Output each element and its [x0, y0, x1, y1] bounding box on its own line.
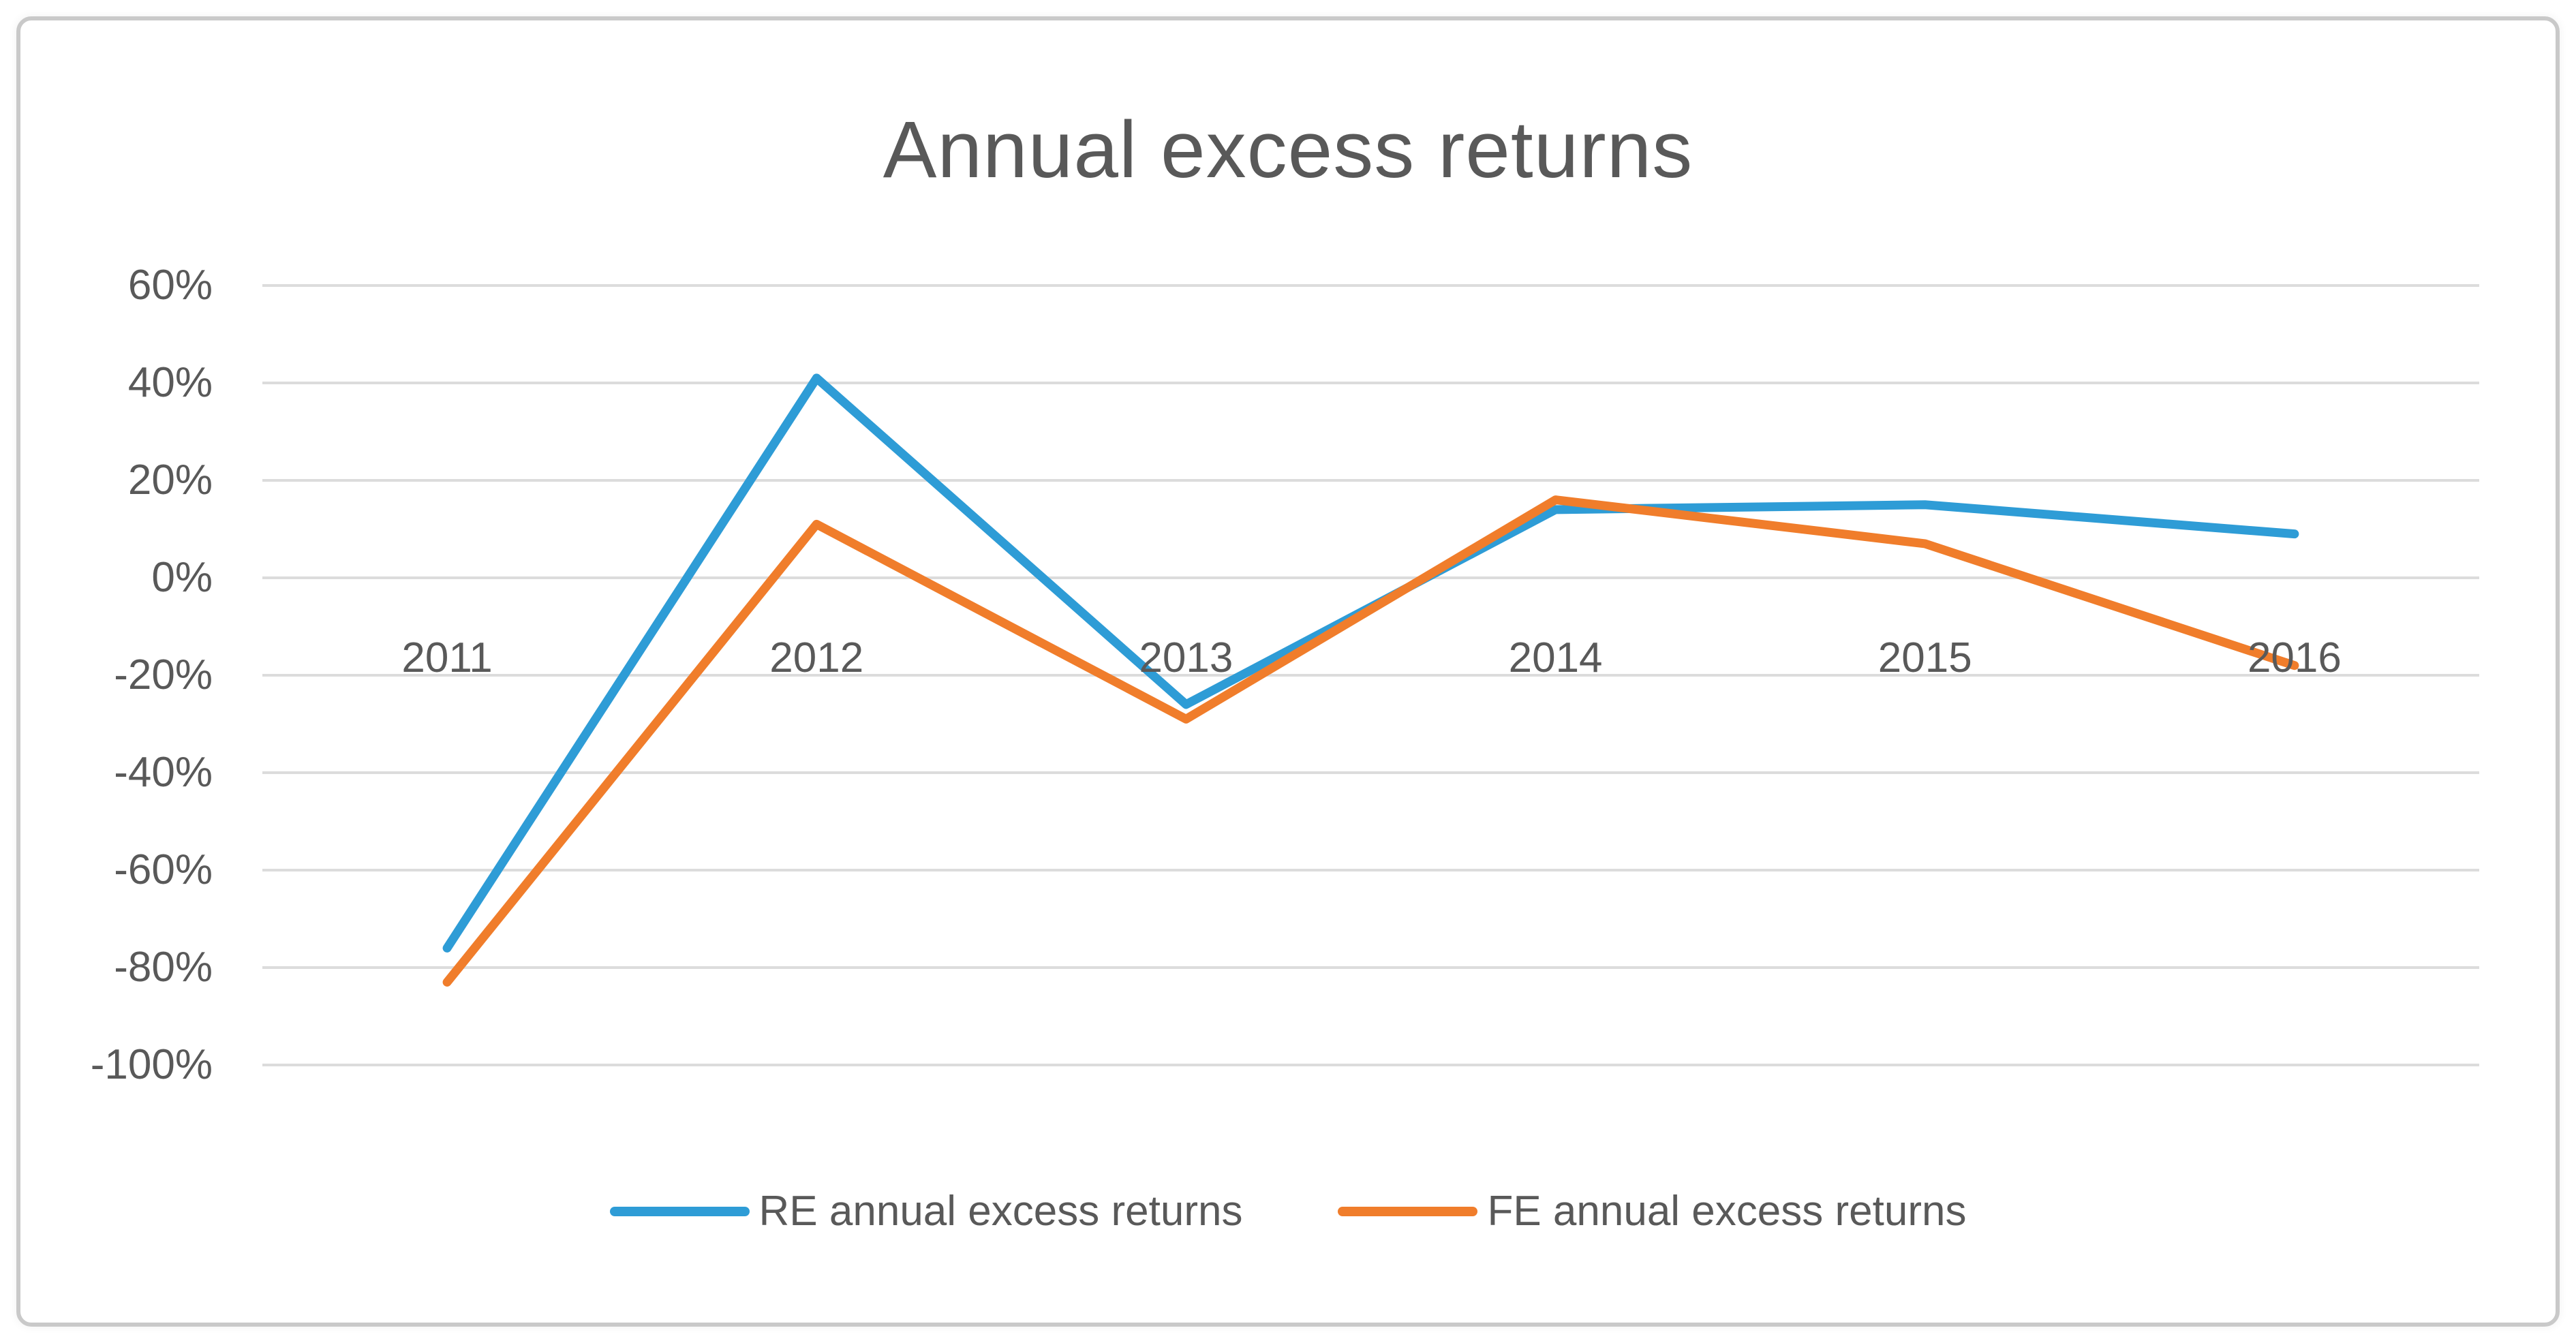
legend-label: RE annual excess returns: [758, 1188, 1243, 1235]
y-tick-label: -20%: [114, 651, 213, 698]
y-tick-label: -40%: [114, 749, 213, 796]
chart-frame: [16, 16, 2560, 1327]
chart-title: Annual excess returns: [883, 105, 1693, 195]
y-tick-label: 20%: [127, 457, 213, 504]
legend-label: FE annual excess returns: [1487, 1188, 1967, 1235]
gridlines: [262, 284, 2479, 1066]
legend-line-swatch: [609, 1207, 750, 1216]
x-tick-label: 2012: [769, 634, 864, 681]
series-lines: [442, 373, 2299, 987]
x-tick-label: 2015: [1877, 634, 1972, 681]
x-tick-label: 2011: [401, 634, 493, 681]
x-tick-label: 2014: [1508, 634, 1603, 681]
x-tick-label: 2013: [1139, 634, 1233, 681]
y-tick-label: 60%: [127, 262, 213, 309]
y-tick-label: 40%: [127, 359, 213, 406]
series-line: [442, 495, 2299, 987]
legend-line-swatch: [1338, 1207, 1478, 1216]
x-tick-label: 2016: [2247, 634, 2342, 681]
legend: RE annual excess returns FE annual excess…: [0, 1187, 2576, 1236]
y-tick-label: -80%: [114, 944, 213, 991]
y-tick-label: -100%: [90, 1041, 213, 1088]
y-tick-label: -60%: [114, 846, 213, 893]
y-tick-label: 0%: [151, 554, 213, 601]
legend-item: RE annual excess returns: [609, 1187, 1243, 1236]
legend-item: FE annual excess returns: [1338, 1187, 1966, 1236]
